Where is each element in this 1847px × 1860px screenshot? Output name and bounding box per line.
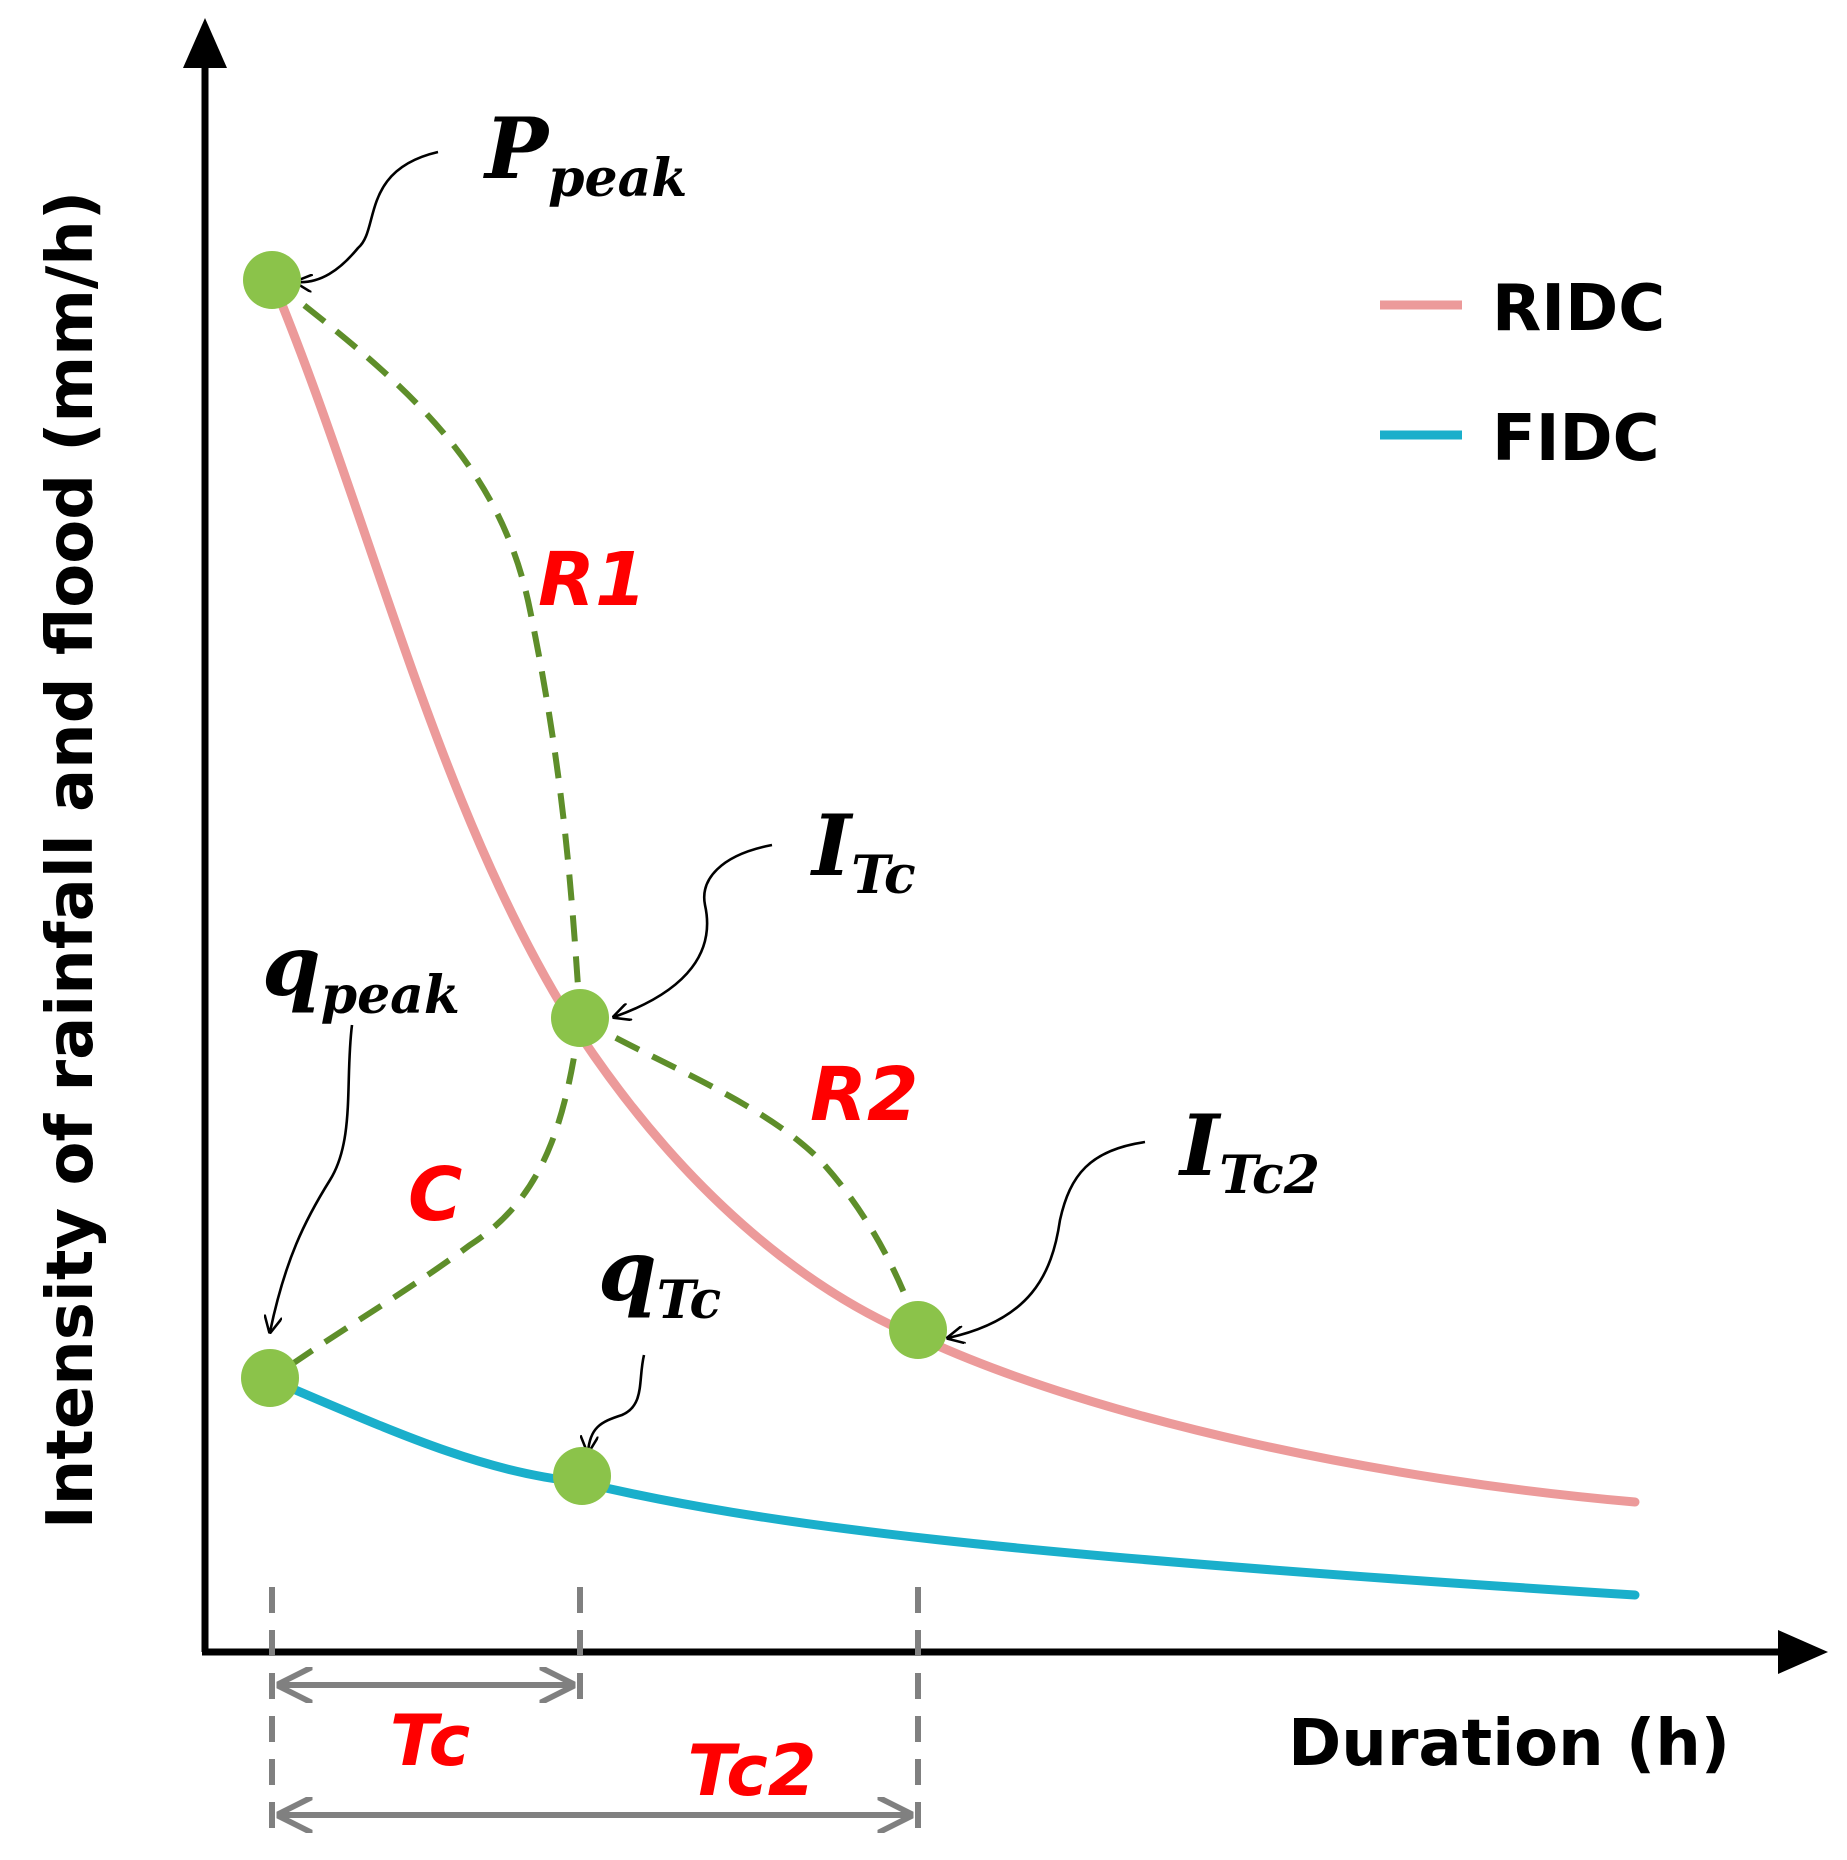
i-tc2-label: ITc2 [1178, 1096, 1320, 1206]
i-tc-point [551, 989, 609, 1047]
y-axis-title: Intensity of rainfall and flood (mm/h) [34, 191, 108, 1529]
fidc-curve [267, 1375, 1640, 1600]
q-tc-sub: Tc [657, 1270, 721, 1331]
i-tc-callout [614, 843, 773, 1017]
i-tc2-point [889, 1301, 947, 1359]
r1-label: R1 [538, 537, 646, 623]
q-peak-label: qpeak [262, 916, 460, 1026]
relation-curves [270, 277, 921, 1381]
i-tc-sub: Tc [851, 845, 915, 906]
q-peak-point [241, 1349, 299, 1407]
x-axis-title: Duration (h) [1288, 1707, 1730, 1781]
i-tc2-callout [948, 1140, 1146, 1338]
i-tc-base: I [810, 796, 854, 895]
tc2-label: Tc2 [688, 1730, 817, 1812]
q-tc-label: qTc [598, 1221, 721, 1331]
y-axis-arrowhead-icon [183, 18, 227, 68]
key-points [241, 251, 947, 1505]
i-tc-label: ITc [810, 796, 916, 906]
i-tc2-base: I [1178, 1096, 1222, 1195]
p-peak-base: P [483, 99, 551, 198]
x-axis-arrowhead-icon [1778, 1630, 1828, 1674]
q-peak-base: q [262, 916, 321, 1015]
p-peak-sub: peak [548, 148, 687, 209]
legend-ridc-label: RIDC [1492, 272, 1665, 346]
tc-label: Tc [390, 1700, 470, 1782]
axes [183, 18, 1828, 1674]
legend: RIDC FIDC [1380, 272, 1665, 476]
duration-markers [269, 1587, 921, 1830]
p-peak-callout [296, 150, 439, 282]
i-tc2-sub: Tc2 [1219, 1145, 1320, 1206]
q-tc-callout [588, 1354, 646, 1452]
c-label: C [408, 1152, 462, 1238]
r2-dashed-curve [578, 1015, 921, 1331]
p-peak-point [243, 251, 301, 309]
q-peak-sub: peak [321, 965, 460, 1026]
q-tc-base: q [598, 1221, 657, 1320]
callout-arrows [270, 150, 1146, 1452]
c-dashed-curve [270, 1017, 583, 1381]
r1-dashed-curve [270, 277, 583, 1016]
legend-fidc-label: FIDC [1492, 402, 1660, 476]
q-tc-point [553, 1447, 611, 1505]
p-peak-label: Ppeak [483, 99, 687, 209]
ridc-curve [267, 275, 1640, 1507]
r2-label: R2 [810, 1052, 918, 1138]
q-peak-callout [270, 1024, 354, 1332]
